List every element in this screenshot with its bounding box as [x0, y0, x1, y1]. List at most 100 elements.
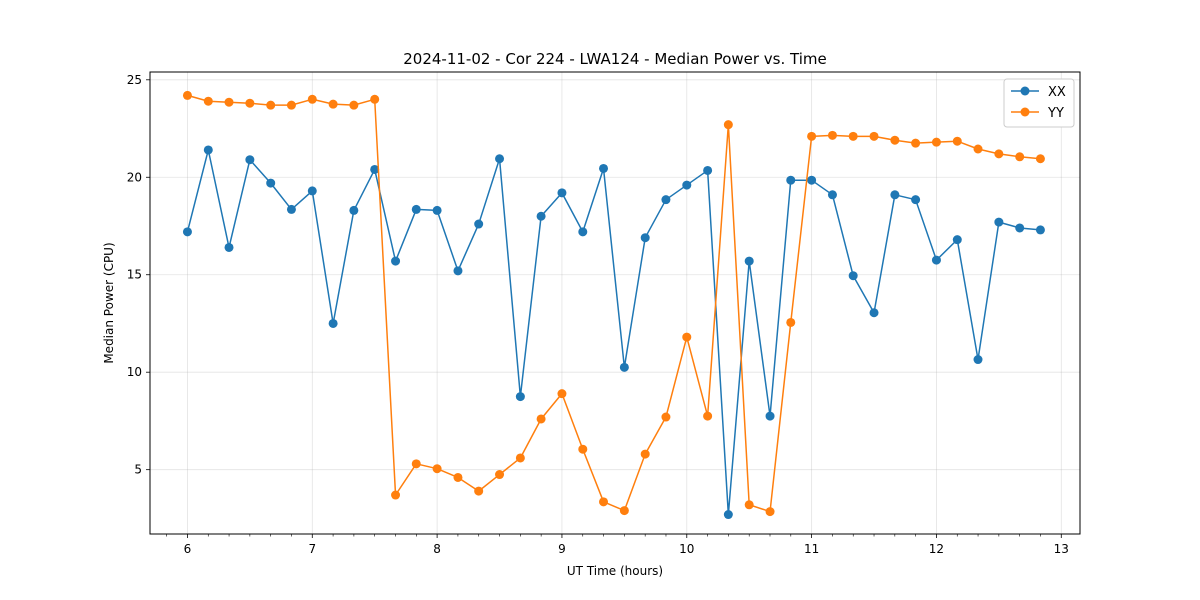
data-point-xx	[599, 163, 609, 173]
data-point-yy	[536, 414, 546, 424]
data-point-yy	[578, 444, 588, 454]
data-point-yy	[432, 464, 442, 474]
data-point-xx	[286, 204, 296, 214]
data-point-xx	[827, 190, 837, 200]
data-point-yy	[349, 100, 359, 110]
data-point-yy	[619, 506, 629, 516]
x-tick-label: 8	[433, 542, 441, 556]
data-point-xx	[182, 227, 192, 237]
chart-title: 2024-11-02 - Cor 224 - LWA124 - Median P…	[403, 50, 827, 68]
x-tick-label: 9	[558, 542, 566, 556]
data-point-xx	[619, 362, 629, 372]
data-point-xx	[1015, 223, 1025, 233]
data-point-yy	[952, 136, 962, 146]
data-point-xx	[536, 211, 546, 221]
data-point-xx	[515, 392, 525, 402]
data-point-yy	[931, 137, 941, 147]
data-point-yy	[744, 500, 754, 510]
data-point-yy	[599, 497, 609, 507]
data-point-yy	[703, 411, 713, 421]
data-point-yy	[557, 389, 567, 399]
data-point-xx	[391, 256, 401, 266]
data-point-xx	[432, 205, 442, 215]
data-point-yy	[515, 453, 525, 463]
plot-frame	[149, 71, 1081, 535]
data-point-xx	[411, 204, 421, 214]
data-point-yy	[827, 130, 837, 140]
legend-marker-yy	[1020, 107, 1030, 117]
data-point-xx	[307, 186, 317, 196]
data-point-yy	[474, 486, 484, 496]
data-point-yy	[661, 412, 671, 422]
data-point-xx	[931, 255, 941, 265]
y-axis-label: Median Power (CPU)	[102, 242, 116, 363]
data-point-xx	[973, 355, 983, 365]
data-point-yy	[411, 459, 421, 469]
data-point-xx	[911, 195, 921, 205]
x-tick-label: 12	[929, 542, 944, 556]
data-point-xx	[890, 190, 900, 200]
x-axis-label: UT Time (hours)	[567, 564, 663, 578]
data-point-yy	[245, 98, 255, 108]
data-point-yy	[266, 100, 276, 110]
data-point-xx	[224, 242, 234, 252]
data-point-yy	[495, 470, 505, 480]
data-point-yy	[203, 96, 213, 106]
data-point-xx	[848, 271, 858, 281]
legend: XX YY	[1003, 78, 1075, 128]
y-tick-label: 15	[127, 268, 142, 282]
data-point-yy	[370, 94, 380, 104]
data-point-yy	[890, 135, 900, 145]
data-point-xx	[661, 195, 671, 205]
data-point-yy	[973, 144, 983, 154]
data-point-yy	[723, 120, 733, 130]
data-point-xx	[557, 188, 567, 198]
data-point-xx	[474, 219, 484, 229]
data-point-yy	[765, 507, 775, 517]
x-tick-label: 6	[184, 542, 192, 556]
data-point-xx	[952, 235, 962, 245]
data-point-xx	[723, 510, 733, 520]
data-point-xx	[765, 411, 775, 421]
data-point-yy	[328, 99, 338, 109]
y-tick-label: 10	[127, 365, 142, 379]
y-tick-label: 20	[127, 170, 142, 184]
data-point-xx	[370, 164, 380, 174]
data-point-xx	[203, 145, 213, 155]
data-point-yy	[391, 490, 401, 500]
data-point-xx	[744, 256, 754, 266]
data-point-yy	[1035, 154, 1045, 164]
data-point-xx	[703, 165, 713, 175]
data-point-yy	[1015, 152, 1025, 162]
data-point-yy	[453, 472, 463, 482]
data-point-xx	[495, 154, 505, 164]
data-point-xx	[807, 175, 817, 185]
data-point-xx	[266, 178, 276, 188]
data-point-yy	[848, 131, 858, 141]
series-layer	[182, 90, 1045, 520]
data-point-xx	[349, 205, 359, 215]
data-point-xx	[453, 266, 463, 276]
data-point-yy	[286, 100, 296, 110]
data-point-yy	[786, 317, 796, 327]
data-point-yy	[682, 332, 692, 342]
data-point-xx	[682, 180, 692, 190]
series-yy	[182, 90, 1045, 517]
data-point-yy	[307, 94, 317, 104]
y-tick-label: 5	[134, 463, 142, 477]
legend-marker-xx	[1020, 86, 1030, 96]
data-point-yy	[994, 149, 1004, 159]
data-point-xx	[578, 227, 588, 237]
data-point-yy	[869, 131, 879, 141]
data-point-xx	[245, 155, 255, 165]
data-point-xx	[1035, 225, 1045, 235]
x-tick-label: 13	[1054, 542, 1069, 556]
series-xx	[182, 145, 1045, 520]
x-tick-label: 11	[804, 542, 819, 556]
data-point-xx	[328, 318, 338, 328]
data-point-yy	[224, 97, 234, 107]
data-point-yy	[911, 138, 921, 148]
legend-label-yy: YY	[1047, 106, 1064, 121]
data-point-yy	[807, 131, 817, 141]
